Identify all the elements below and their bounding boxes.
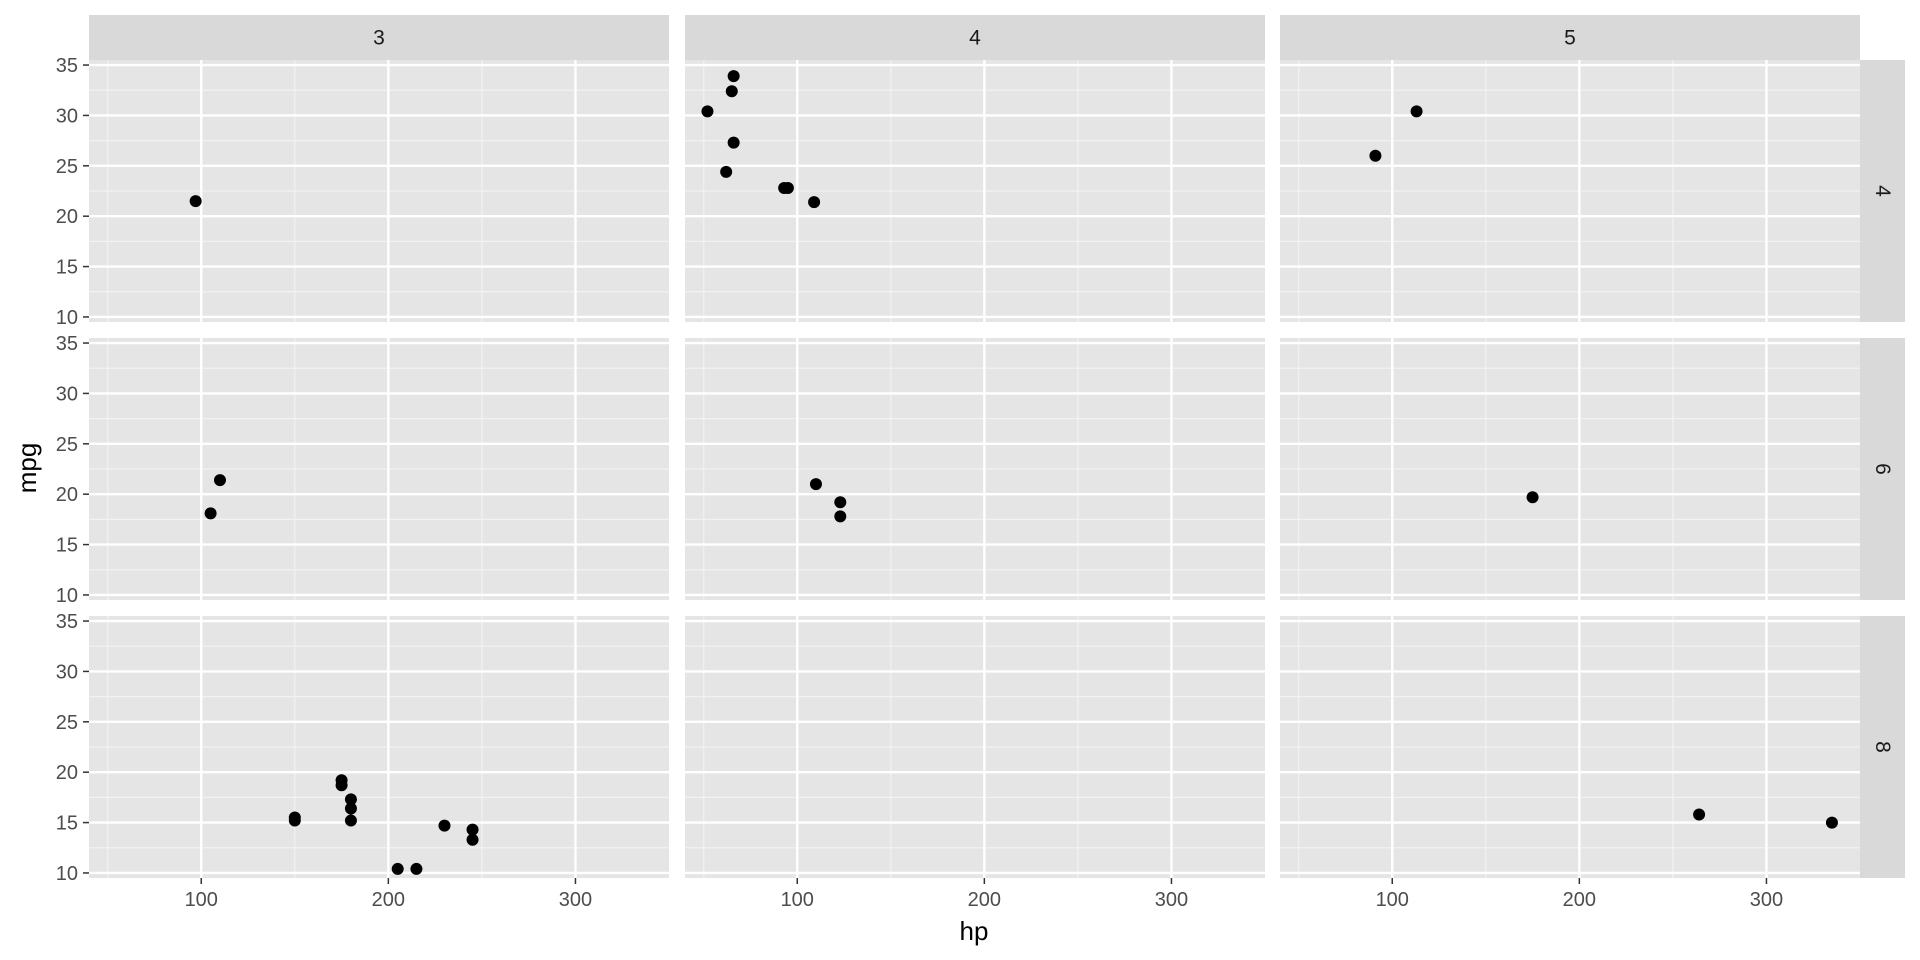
col-strip-3	[89, 15, 669, 60]
y-tick-label: 35	[56, 333, 78, 355]
facet-panel	[1280, 338, 1860, 600]
facet-panel	[685, 338, 1265, 600]
x-tick-label: 300	[559, 889, 592, 911]
facet-panel	[89, 616, 669, 878]
row-strip-4	[1860, 60, 1905, 322]
data-point	[1825, 816, 1838, 829]
y-tick-label: 35	[56, 611, 78, 633]
data-point	[391, 862, 404, 875]
y-tick-label: 35	[56, 55, 78, 77]
data-point	[834, 510, 847, 523]
y-tick-label: 20	[56, 762, 78, 784]
data-point	[727, 136, 740, 149]
y-tick-label: 10	[56, 307, 78, 329]
y-tick-label: 10	[56, 863, 78, 885]
data-point	[344, 802, 357, 815]
col-strip-label: 3	[373, 27, 385, 50]
y-tick-label: 30	[56, 661, 78, 683]
axes-layer: 10 15 20 25 30 35 10 15 20 25 30 35 10 15 20 25 30 35 100 2…	[56, 55, 1783, 911]
data-point	[438, 819, 451, 832]
row-strip-label: 6	[1871, 463, 1894, 475]
facet-panel	[89, 60, 669, 322]
x-tick-label: 100	[1376, 889, 1409, 911]
y-tick-label: 20	[56, 484, 78, 506]
data-point	[344, 814, 357, 827]
data-point	[410, 862, 423, 875]
y-tick-label: 20	[56, 206, 78, 228]
points-layer	[189, 70, 1838, 875]
x-tick-label: 200	[372, 889, 405, 911]
row-strip-label: 8	[1871, 741, 1894, 753]
data-point	[204, 507, 217, 520]
strips-layer: 3 4 5 4 6 8	[89, 15, 1905, 878]
data-point	[808, 196, 821, 209]
y-tick-label: 15	[56, 257, 78, 279]
row-strip-label: 4	[1871, 185, 1894, 197]
y-tick-label: 25	[56, 156, 78, 178]
data-point	[335, 774, 348, 787]
data-point	[701, 105, 714, 118]
facet-panel	[685, 616, 1265, 878]
data-point	[1526, 491, 1539, 504]
y-tick-label: 10	[56, 585, 78, 607]
x-tick-label: 200	[1563, 889, 1596, 911]
col-strip-4	[685, 15, 1265, 60]
y-tick-label: 15	[56, 813, 78, 835]
y-axis-title: mpg	[12, 443, 42, 494]
data-point	[466, 823, 479, 836]
data-point	[809, 478, 822, 491]
y-tick-label: 30	[56, 383, 78, 405]
data-point	[288, 814, 301, 827]
panels-layer	[89, 60, 1860, 878]
y-tick-label: 15	[56, 535, 78, 557]
facet-panel	[1280, 60, 1860, 322]
x-axis-title: hp	[960, 916, 989, 946]
x-tick-label: 300	[1155, 889, 1188, 911]
data-point	[725, 85, 738, 98]
x-tick-label: 100	[781, 889, 814, 911]
y-tick-label: 30	[56, 105, 78, 127]
facet-panel	[89, 338, 669, 600]
data-point	[1369, 149, 1382, 162]
data-point	[344, 793, 357, 806]
facet-panel	[1280, 616, 1860, 878]
data-point	[720, 165, 733, 178]
col-strip-label: 4	[969, 27, 981, 50]
data-point	[189, 195, 202, 208]
data-point	[1693, 808, 1706, 821]
y-tick-label: 25	[56, 712, 78, 734]
y-tick-label: 25	[56, 434, 78, 456]
facet-panel	[685, 60, 1265, 322]
data-point	[727, 70, 740, 83]
data-point	[213, 474, 226, 487]
x-tick-label: 300	[1750, 889, 1783, 911]
x-tick-label: 100	[185, 889, 218, 911]
data-point	[781, 181, 794, 194]
row-strip-8	[1860, 616, 1905, 878]
data-point	[466, 833, 479, 846]
x-tick-label: 200	[968, 889, 1001, 911]
col-strip-5	[1280, 15, 1860, 60]
row-strip-6	[1860, 338, 1905, 600]
col-strip-label: 5	[1564, 27, 1576, 50]
data-point	[834, 496, 847, 509]
data-point	[1410, 105, 1423, 118]
